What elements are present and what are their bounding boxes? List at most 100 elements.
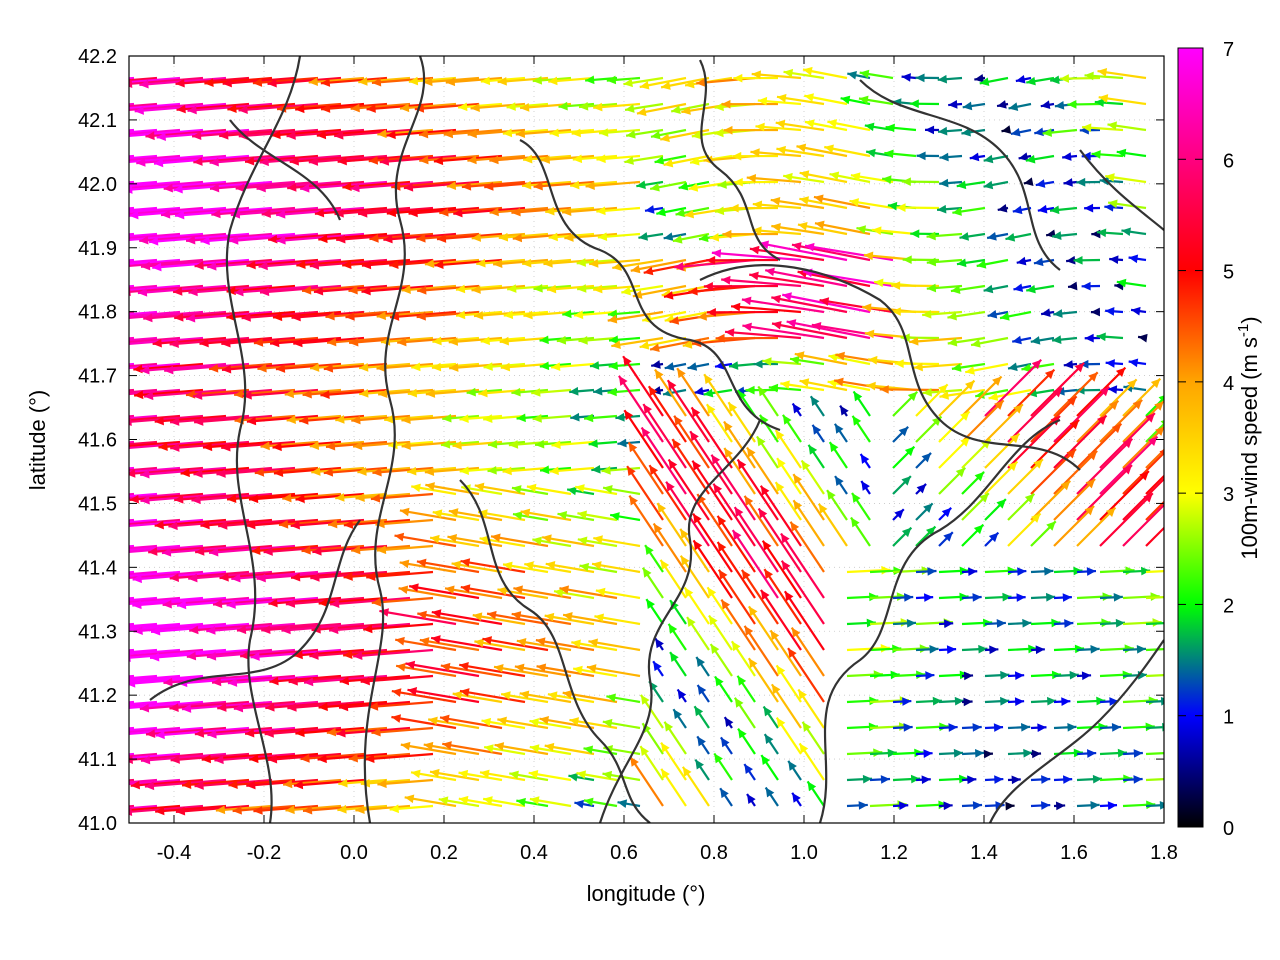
wind-arrow-head [626, 130, 636, 139]
wind-arrow-shaft [288, 674, 365, 684]
wind-arrow-head [1033, 459, 1043, 469]
wind-arrow-head [366, 104, 376, 113]
wind-arrow [137, 284, 227, 297]
wind-arrow-head [487, 439, 498, 449]
wind-arrow-shaft [219, 128, 296, 138]
wind-arrow-head [790, 355, 800, 365]
wind-arrow [391, 688, 457, 704]
wind-arrow [442, 413, 480, 423]
wind-arrow [400, 741, 457, 756]
wind-arrow-shaft [711, 251, 802, 262]
wind-arrow-head [673, 709, 683, 720]
wind-arrow-head [1052, 335, 1062, 344]
wind-arrow [652, 522, 687, 573]
wind-arrow-head [996, 499, 1006, 509]
wind-arrow-head [27, 185, 36, 194]
wind-arrow-head [1164, 619, 1173, 628]
wind-arrow-shaft [383, 232, 457, 241]
wind-arrow [799, 170, 848, 184]
wind-arrow-head [786, 319, 797, 328]
wind-arrow-shaft [227, 674, 319, 685]
wind-arrow-head [556, 335, 567, 345]
wind-arrow [640, 426, 687, 495]
wind-arrow-head [211, 677, 222, 687]
wind-arrow [791, 792, 802, 807]
wind-arrow-head [473, 311, 484, 320]
wind-arrow-head [440, 662, 451, 672]
wind-arrow [768, 383, 802, 393]
wind-arrow-head [974, 748, 985, 758]
wind-arrow [858, 95, 894, 106]
wind-arrow-head [528, 770, 539, 779]
wind-arrow-head [189, 625, 199, 635]
wind-arrow-head [706, 404, 716, 415]
wind-arrow [961, 801, 983, 810]
wind-arrow [249, 752, 319, 764]
wind-arrow-head [689, 156, 700, 166]
wind-arrow-head [793, 474, 803, 485]
wind-arrow-head [88, 548, 97, 557]
wind-arrow [240, 648, 319, 660]
wind-arrow [398, 585, 457, 600]
wind-arrow-head [1099, 176, 1109, 186]
wind-arrow [571, 639, 618, 652]
wind-arrow-head [361, 260, 372, 270]
wind-arrow-shaft [349, 336, 411, 344]
wind-arrow [416, 310, 480, 321]
wind-arrow-shaft [1030, 480, 1071, 521]
wind-arrow-shaft [444, 587, 503, 600]
wind-arrow-head [33, 549, 42, 558]
wind-arrow-head [810, 396, 820, 407]
wind-arrow-head [376, 311, 386, 321]
wind-arrow [129, 518, 135, 522]
wind-arrow-head [571, 128, 581, 138]
wind-arrow [1053, 619, 1074, 628]
wind-arrow-head [139, 235, 149, 245]
wind-arrow-head [111, 522, 120, 531]
wind-arrow-head [310, 573, 320, 582]
wind-arrow-head [499, 336, 510, 346]
wind-arrow-shaft [129, 570, 204, 580]
wind-arrow [129, 700, 204, 710]
wind-arrow [129, 544, 158, 550]
wind-arrow [254, 466, 319, 477]
wind-arrow-head [835, 476, 844, 486]
wind-arrow-head [1012, 205, 1023, 215]
wind-arrow [351, 414, 411, 425]
wind-arrow-head [200, 520, 210, 530]
wind-arrow [302, 388, 365, 399]
wind-arrow [572, 154, 618, 164]
wind-arrow-head [140, 755, 151, 765]
wind-arrow [665, 481, 710, 547]
wind-arrow-shaft [334, 128, 411, 138]
wind-arrow-head [1037, 723, 1047, 733]
wind-arrow-shaft [129, 284, 204, 294]
wind-arrow-shaft [368, 700, 434, 709]
wind-arrow-head [921, 775, 931, 785]
grid [129, 55, 1165, 824]
wind-arrow-head [569, 717, 580, 726]
wind-arrow-shaft [724, 330, 802, 340]
wind-arrow [293, 648, 365, 660]
wind-arrow [185, 310, 273, 323]
wind-arrow-head [923, 593, 934, 602]
wind-arrow-shaft [252, 76, 319, 85]
wind-arrow [639, 76, 687, 90]
wind-arrow-head [910, 774, 921, 784]
wind-arrow-shaft [281, 622, 365, 632]
wind-arrow-shaft [353, 648, 434, 658]
wind-arrow [129, 336, 158, 342]
wind-arrow-shaft [1076, 464, 1133, 521]
wind-arrow-head [758, 386, 767, 397]
wind-arrow [588, 439, 618, 448]
wind-arrow-shaft [323, 362, 388, 371]
wind-arrow [925, 125, 940, 135]
wind-arrow [961, 492, 990, 521]
wind-arrow-head [246, 780, 256, 790]
wind-arrow-shaft [129, 362, 158, 368]
y-tick-label: 41.7 [78, 366, 117, 388]
wind-arrow [984, 498, 1007, 521]
wind-arrow [176, 102, 250, 114]
wind-arrow [950, 284, 986, 295]
wind-arrow-head [129, 807, 133, 817]
